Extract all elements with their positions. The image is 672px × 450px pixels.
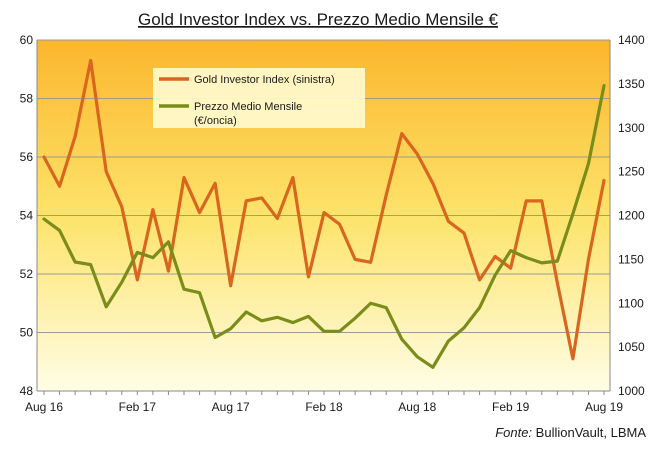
x-tick-label: Feb 17 bbox=[119, 400, 157, 414]
series-line-gold-investor-index bbox=[42, 58, 606, 361]
x-tick-label: Aug 19 bbox=[585, 400, 623, 414]
y-axis-left: 48 50 52 54 56 58 60 bbox=[20, 33, 34, 398]
chart-title: Gold Investor Index vs. Prezzo Medio Men… bbox=[138, 10, 499, 29]
y-right-tick-label: 1300 bbox=[618, 121, 645, 135]
legend-label-prezzo-medio: Prezzo Medio Mensile (€/oncia) bbox=[194, 101, 302, 127]
y-left-tick-label: 56 bbox=[20, 150, 34, 164]
x-tick-label: Aug 16 bbox=[25, 400, 63, 414]
y-right-tick-label: 1200 bbox=[618, 209, 645, 223]
y-right-tick-label: 1400 bbox=[618, 33, 645, 47]
y-right-tick-label: 1000 bbox=[618, 384, 645, 398]
y-right-tick-label: 1250 bbox=[618, 165, 645, 179]
x-axis: Aug 16 Feb 17 Aug 17 Feb 18 Aug 18 Feb 19 Aug … bbox=[25, 391, 623, 414]
legend: Gold Investor Index (sinistra) Prezzo Me… bbox=[153, 68, 365, 128]
x-tick-label: Feb 18 bbox=[305, 400, 343, 414]
legend-label-line: (€/oncia) bbox=[194, 115, 237, 127]
source-value: BullionVault, LBMA bbox=[536, 425, 647, 440]
source-label: Fonte: bbox=[495, 425, 532, 440]
y-left-tick-label: 48 bbox=[20, 384, 34, 398]
series-lines bbox=[42, 58, 606, 369]
legend-label-line: Prezzo Medio Mensile bbox=[194, 101, 302, 113]
y-right-tick-label: 1050 bbox=[618, 340, 645, 354]
series-line-prezzo-medio bbox=[42, 84, 606, 369]
legend-label-gold-investor-index: Gold Investor Index (sinistra) bbox=[194, 74, 335, 86]
y-right-tick-label: 1150 bbox=[618, 252, 644, 266]
y-right-tick-label: 1350 bbox=[618, 77, 645, 91]
y-left-tick-label: 52 bbox=[20, 267, 34, 281]
x-tick-label: Feb 19 bbox=[492, 400, 530, 414]
y-left-tick-label: 50 bbox=[20, 326, 34, 340]
x-tick-label: Aug 17 bbox=[212, 400, 250, 414]
y-axis-right: 1000 1050 1100 1150 1200 1250 1300 1350 1400 bbox=[618, 33, 645, 398]
y-left-tick-label: 54 bbox=[20, 209, 34, 223]
source-note: Fonte: BullionVault, LBMA bbox=[495, 425, 646, 440]
y-left-tick-label: 60 bbox=[20, 33, 34, 47]
x-tick-label: Aug 18 bbox=[398, 400, 436, 414]
y-left-tick-label: 58 bbox=[20, 92, 34, 106]
y-right-tick-label: 1100 bbox=[618, 296, 644, 310]
